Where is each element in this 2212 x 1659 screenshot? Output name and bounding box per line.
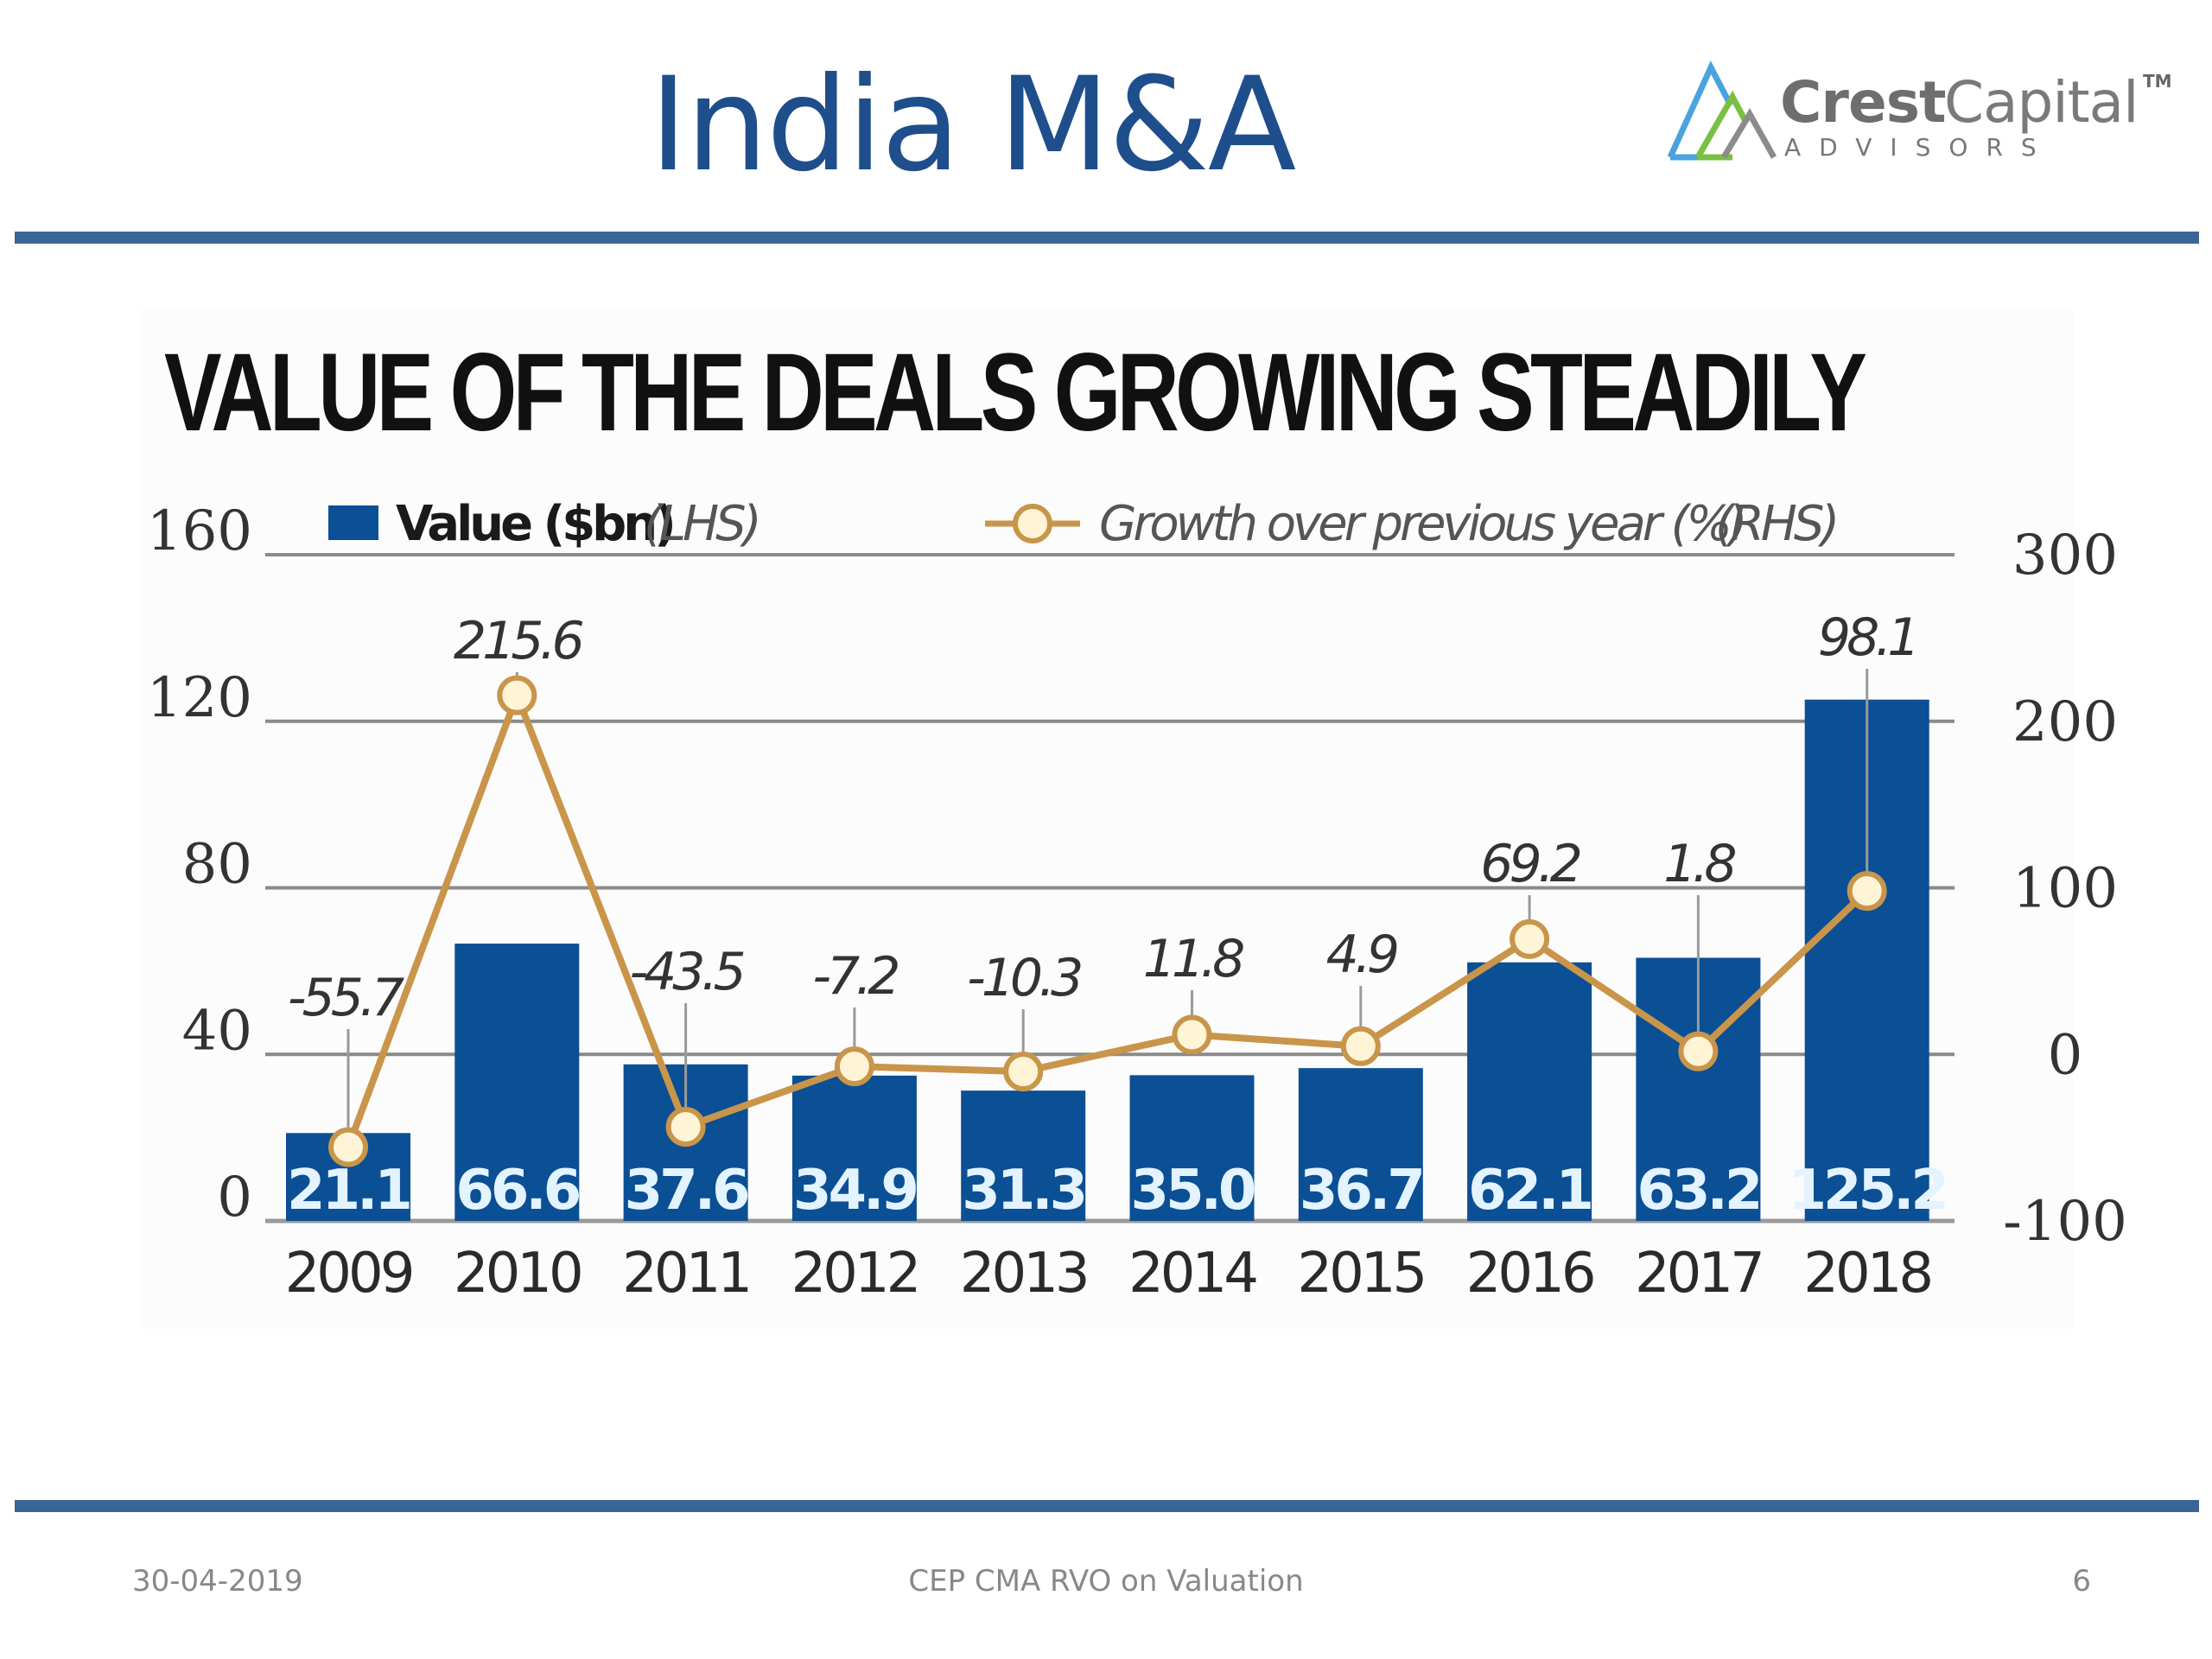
bar-value-label: 125.2 [1788,1159,1945,1223]
growth-value-label: 98.1 [1818,607,1916,668]
bar [961,1090,1086,1221]
legend-bar-axis-note: (LHS) [644,496,759,552]
x-axis-year-label: 2010 [454,1242,581,1306]
growth-line [345,691,1870,1149]
growth-line-series [328,675,1887,1167]
growth-value-label: 4.9 [1326,925,1397,985]
bar-value-label: 62.1 [1468,1159,1591,1223]
legend-line-axis-note: (RHS) [1715,496,1836,552]
bar-value-label: 66.6 [455,1159,579,1223]
growth-point [497,675,537,715]
right-axis-tick-label: 300 [2012,524,2118,588]
growth-point [834,1046,874,1087]
page-number: 6 [2072,1564,2091,1599]
x-axis-year-label: 2009 [285,1242,412,1306]
left-axis-tick-label: 120 [147,666,252,730]
bar [1298,1068,1423,1221]
x-axis-year-label: 2017 [1635,1242,1762,1306]
growth-value-label: -55.7 [288,968,404,1028]
growth-point [1678,1031,1719,1071]
chart-title: VALUE OF THE DEALS GROWING STEADILY [164,331,1867,454]
growth-point [1510,918,1550,959]
growth-point [1003,1052,1044,1092]
growth-point [1340,1026,1381,1066]
x-axis-year-label: 2012 [791,1242,918,1306]
bar-value-label: 34.9 [793,1159,916,1223]
bar [1129,1075,1255,1221]
growth-value-label: -43.5 [629,942,743,1002]
logo-trademark: TM [2143,71,2172,92]
left-axis-tick-label: 160 [147,499,252,563]
growth-point [328,1127,368,1167]
growth-leader-lines [346,669,1869,1132]
legend: Value ($bn) (LHS) Growth over previous y… [328,496,1840,552]
bar-series [286,699,1929,1221]
slide-title: India M&A [649,50,1297,200]
right-axis-tick-label: 0 [2048,1023,2083,1087]
header-rule [15,232,2199,244]
bar-value-labels: 21.1 66.6 37.6 34.9 31.3 35.0 36.7 62.1 63.2 125.… [287,1159,1949,1223]
bar-value-label: 36.7 [1300,1159,1422,1223]
bar-value-label: 37.6 [625,1159,748,1223]
x-axis-year-label: 2018 [1803,1242,1930,1306]
x-axis-year-label: 2013 [960,1242,1087,1306]
left-axis-tick-label: 80 [182,833,252,897]
growth-value-label: 69.2 [1480,834,1580,894]
footer-rule [15,1500,2199,1512]
right-axis-tick-label: -100 [2003,1190,2127,1254]
bar [1467,962,1592,1221]
bar [791,1075,917,1221]
x-axis-year-label: 2015 [1297,1242,1424,1306]
footer-date: 30-04-2019 [132,1564,303,1599]
legend-line-marker [1013,504,1052,543]
growth-value-labels: -55.7 215.6 -43.5 -7.2 -10.3 11.8 4.9 69.2 1.8 98… [288,607,1921,1028]
bar-value-label: 31.3 [962,1159,1084,1223]
x-axis-labels: 2009 2010 2011 2012 2013 2014 2015 2016 2017 2018 [285,1242,1935,1306]
legend-line-label: Growth over previous year (%) [1099,496,1745,552]
growth-point [1172,1014,1212,1055]
left-axis-tick-label: 40 [182,999,252,1063]
legend-bar-swatch [328,505,378,540]
logo-word-capital: Capital [1944,69,2139,136]
left-axis-tick-label: 0 [217,1166,252,1230]
growth-value-label: 1.8 [1663,834,1735,894]
right-axis-ticks: -100 0 100 200 300 [2003,524,2127,1254]
x-axis-year-label: 2016 [1466,1242,1593,1306]
x-axis-year-label: 2014 [1128,1242,1256,1306]
logo-word-crest: Crest [1780,69,1947,136]
growth-point [1847,871,1887,912]
bar [454,944,580,1221]
company-logo: Crest Capital TM ADVISORS [1663,60,2182,173]
growth-value-label: 215.6 [454,611,583,671]
logo-tagline: ADVISORS [1784,133,2055,162]
bar-value-label: 35.0 [1131,1159,1255,1223]
legend-bar-label: Value ($bn) [396,496,673,552]
bar-value-label: 63.2 [1637,1159,1759,1223]
left-axis-ticks: 0 40 80 120 160 [147,499,252,1230]
x-axis-year-label: 2011 [622,1242,749,1306]
growth-point [665,1107,706,1147]
footer-title: CEP CMA RVO on Valuation [908,1564,1304,1599]
growth-value-label: -10.3 [967,948,1081,1008]
mountain-logo-icon [1667,60,1777,161]
right-axis-tick-label: 100 [2012,857,2118,921]
bar-value-label: 21.1 [287,1159,410,1223]
right-axis-tick-label: 200 [2012,690,2118,754]
growth-value-label: -7.2 [812,946,898,1007]
growth-value-label: 11.8 [1143,929,1243,989]
